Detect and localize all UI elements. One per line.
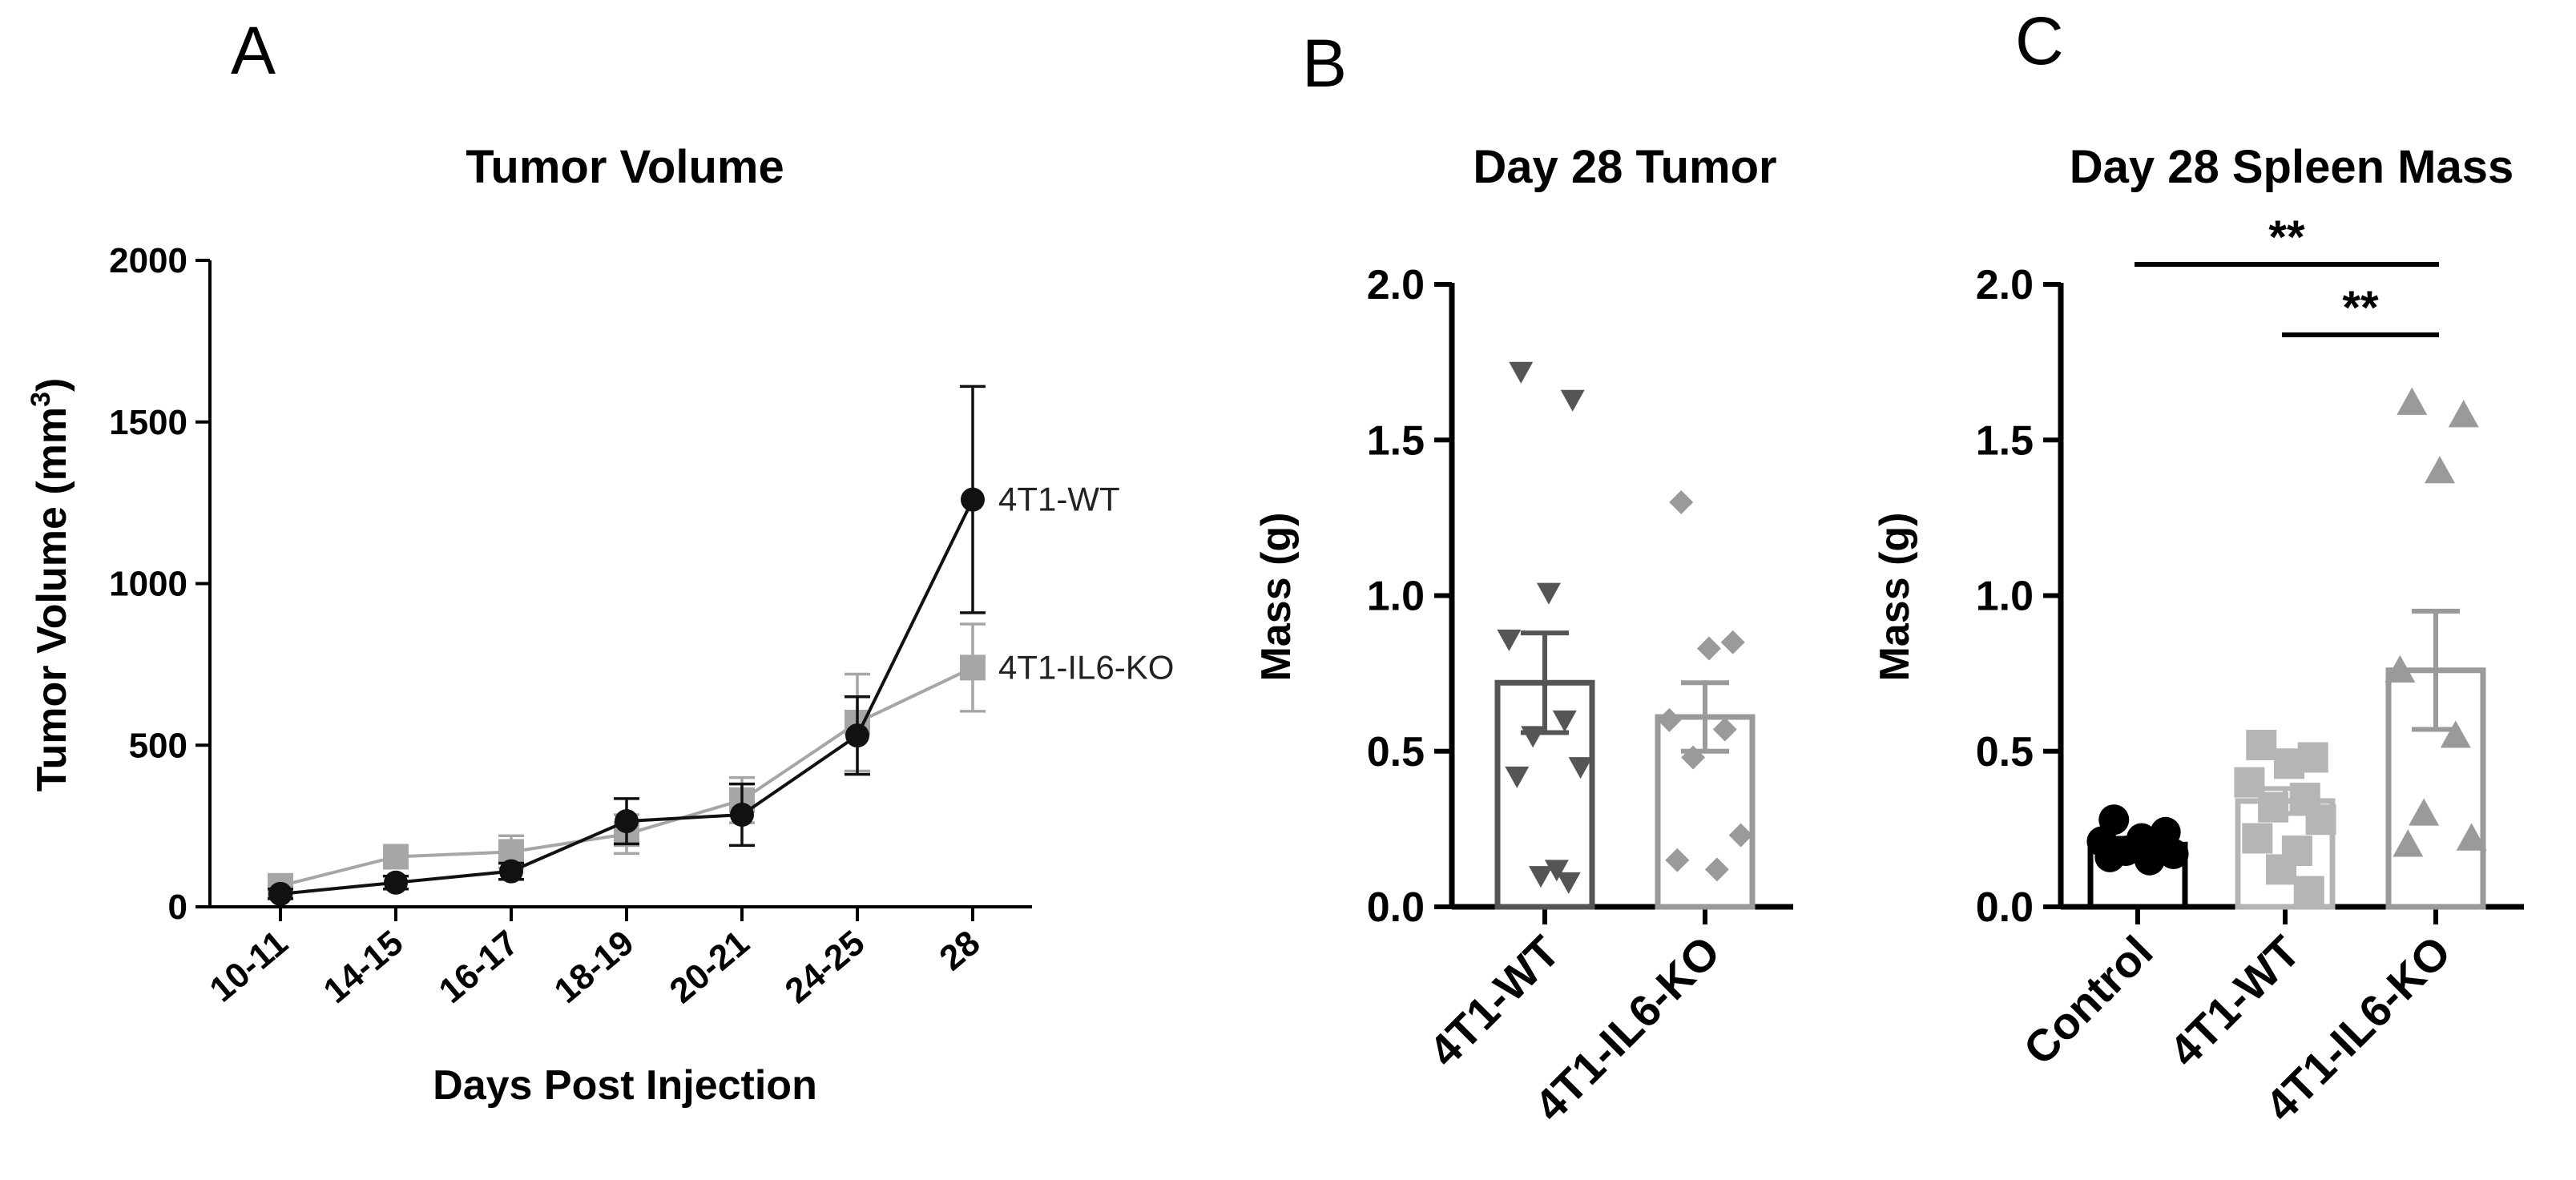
chart-a-data-point	[960, 654, 986, 681]
chart-c-significance-label: **	[2342, 282, 2379, 334]
chart-a-xlabel: Days Post Injection	[433, 1062, 817, 1109]
chart-a-data-point	[384, 870, 408, 895]
chart-b-data-point	[1505, 766, 1530, 788]
chart-c-data-point	[2393, 829, 2424, 857]
chart-c-group-1	[2234, 729, 2336, 910]
chart-a-data-point	[730, 803, 754, 828]
chart-a-ylabel-superscript: 3	[26, 392, 56, 407]
chart-b-ytick-label: 1.0	[1367, 574, 1425, 620]
chart-b-category-label: 4T1-WT	[1419, 926, 1570, 1077]
chart-a-xtick-label: 28	[932, 923, 987, 978]
chart-a-series-label: 4T1-WT	[998, 481, 1120, 518]
chart-a-data-point	[845, 723, 869, 748]
chart-c-significance-label: **	[2268, 211, 2305, 264]
chart-b-data-point	[1509, 361, 1534, 384]
chart-c-data-point	[2440, 720, 2471, 748]
chart-b-ylabel: Mass (g)	[1253, 513, 1300, 682]
chart-a-xtick-label: 24-25	[778, 923, 873, 1011]
chart-c-ytick-label: 1.0	[1976, 574, 2034, 620]
chart-c-data-point	[2409, 798, 2440, 826]
chart-c-data-point	[2242, 823, 2273, 854]
chart-a-ytick-label: 1500	[109, 403, 187, 442]
chart-a-xtick-label: 18-19	[547, 923, 642, 1011]
chart-a-ytick-label: 2000	[109, 241, 187, 280]
chart-b-ytick-label: 1.5	[1367, 417, 1425, 464]
chart-b-data-point	[1544, 860, 1569, 882]
chart-c-data-point	[2448, 400, 2479, 428]
chart-c-data-point	[2456, 823, 2487, 851]
chart-b-data-point	[1529, 866, 1554, 888]
chart-a-data-point	[268, 881, 292, 906]
chart-b-data-point	[1665, 848, 1690, 872]
chart-a-title: Tumor Volume	[466, 141, 784, 193]
chart-c-data-point	[2397, 387, 2428, 415]
chart-a-xtick-label: 20-21	[663, 923, 757, 1011]
chart-a-xtick-label: 14-15	[316, 923, 411, 1011]
chart-c-ytick-label: 1.5	[1976, 417, 2034, 464]
chart-c-ytick-label: 0.5	[1976, 729, 2034, 775]
chart-b-data-point	[1560, 389, 1585, 412]
chart-c-ylabel: Mass (g)	[1872, 513, 1918, 682]
tumor-volume-chart: Tumor Volume Days Post Injection Tumor V…	[26, 141, 1174, 1109]
chart-b-title: Day 28 Tumor	[1473, 141, 1776, 193]
chart-c-data-point	[2424, 456, 2455, 484]
chart-a-series-il6-ko: 4T1-IL6-KO	[268, 622, 1174, 899]
chart-b-data-point	[1657, 707, 1682, 732]
chart-c-data-point	[2385, 654, 2416, 683]
chart-c-ytick-label: 0.0	[1976, 884, 2034, 931]
chart-c-group-0	[2086, 804, 2189, 910]
chart-a-data-point	[499, 859, 523, 884]
chart-b-data-point	[1696, 636, 1721, 661]
panel-a-letter: A	[231, 13, 276, 88]
chart-c-data-point	[2094, 841, 2126, 872]
chart-c-title: Day 28 Spleen Mass	[2070, 141, 2514, 193]
chart-a-ytick-label: 0	[168, 888, 187, 927]
day28-spleen-mass-chart: Day 28 Spleen Mass Mass (g) 0.0 0.5 1.0 1.5…	[1872, 141, 2524, 1131]
chart-a-data-point	[961, 487, 985, 512]
chart-c-ytick-label: 2.0	[1976, 262, 2034, 308]
chart-b-ytick-label: 2.0	[1367, 262, 1425, 308]
chart-c-data-point	[2134, 844, 2165, 876]
chart-b-group-0	[1494, 361, 1595, 910]
chart-a-series-label: 4T1-IL6-KO	[998, 648, 1174, 686]
chart-c-data-point	[2293, 876, 2324, 907]
chart-b-data-point	[1669, 489, 1694, 514]
chart-b-data-point	[1720, 630, 1745, 654]
chart-c-group-2	[2385, 387, 2487, 910]
chart-a-xtick-label: 16-17	[432, 923, 526, 1011]
chart-a-ylabel: Tumor Volume (mm3)	[26, 378, 75, 792]
chart-b-data-point	[1556, 872, 1581, 894]
chart-c-data-point	[2158, 838, 2189, 869]
chart-c-data-point	[2305, 804, 2336, 836]
chart-b-data-point	[1704, 857, 1729, 882]
chart-b-data-point	[1712, 717, 1737, 742]
chart-b-data-point	[1681, 745, 1706, 770]
chart-a-ytick-label: 500	[129, 726, 187, 765]
chart-b-ytick-label: 0.5	[1367, 729, 1425, 775]
chart-a-data-point	[615, 809, 639, 834]
chart-a-series-wt: 4T1-WT	[268, 385, 1120, 906]
chart-a-ytick-label: 1000	[109, 565, 187, 604]
chart-b-group-1	[1655, 489, 1756, 910]
panel-b-letter: B	[1302, 26, 1347, 101]
chart-c-data-point	[2266, 854, 2297, 885]
chart-b-data-point	[1552, 710, 1577, 732]
chart-b-data-point	[1521, 726, 1546, 748]
chart-a-data-point	[383, 844, 409, 870]
chart-c-data-point	[2258, 791, 2289, 823]
chart-c-data-point	[2246, 729, 2277, 760]
chart-b-ytick-label: 0.0	[1367, 884, 1425, 931]
chart-c-data-point	[2273, 748, 2304, 779]
chart-a-xtick-label: 10-11	[203, 923, 296, 1009]
chart-b-data-point	[1536, 582, 1561, 605]
panel-c-letter: C	[2015, 3, 2064, 79]
chart-c-category-label: Control	[2014, 926, 2162, 1074]
chart-c-category-label: 4T1-WT	[2159, 926, 2310, 1077]
chart-b-data-point	[1728, 823, 1753, 848]
chart-b-data-point	[1568, 757, 1593, 779]
chart-b-data-point	[1497, 629, 1522, 651]
chart-a-ylabel-close: )	[29, 378, 75, 392]
day28-tumor-chart: Day 28 Tumor Mass (g) 0.0 0.5 1.0 1.5 2.0 4T1…	[1253, 141, 1793, 1131]
